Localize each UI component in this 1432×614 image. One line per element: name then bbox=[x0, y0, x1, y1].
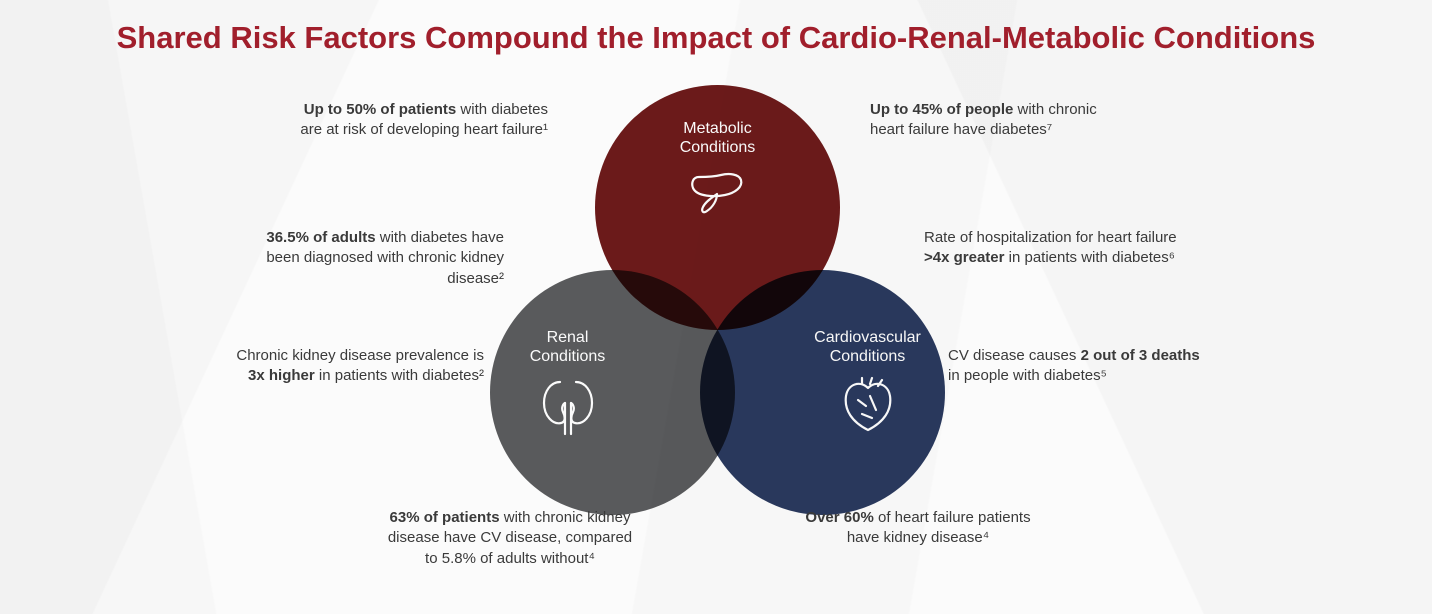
pancreas-icon bbox=[687, 167, 749, 217]
venn-label-cardio-l1: Cardiovascular bbox=[814, 329, 921, 346]
callout-bottom-left: 63% of patients with chronic kidney dise… bbox=[380, 508, 640, 569]
callout-mid-right: Rate of hospitalization for heart failur… bbox=[924, 228, 1184, 269]
callout-bottom-right: Over 60% of heart failure patients have … bbox=[788, 508, 1048, 549]
page-title: Shared Risk Factors Compound the Impact … bbox=[0, 20, 1432, 56]
venn-circle-cardio: Cardiovascular Conditions bbox=[700, 270, 945, 515]
callout-lr-rest: in people with diabetes⁵ bbox=[948, 367, 1107, 384]
venn-diagram: Metabolic Conditions Renal Conditions Ca… bbox=[490, 85, 945, 540]
callout-lr-bold: 2 out of 3 deaths bbox=[1081, 347, 1200, 364]
callout-tl-bold: Up to 50% of patients bbox=[304, 101, 457, 118]
venn-label-metabolic-l1: Metabolic bbox=[683, 120, 751, 137]
callout-tr-bold: Up to 45% of people bbox=[870, 101, 1013, 118]
venn-label-renal-l1: Renal bbox=[547, 329, 589, 346]
venn-label-renal: Renal Conditions bbox=[530, 328, 606, 366]
venn-label-metabolic-l2: Conditions bbox=[680, 139, 756, 156]
callout-ll-bold: 3x higher bbox=[248, 367, 315, 384]
venn-circle-renal: Renal Conditions bbox=[490, 270, 735, 515]
callout-low-right: CV disease causes 2 out of 3 deaths in p… bbox=[948, 346, 1208, 387]
callout-low-left: Chronic kidney disease prevalence is 3x … bbox=[224, 346, 484, 387]
callout-top-left: Up to 50% of patients with diabetes are … bbox=[288, 100, 548, 141]
heart-icon bbox=[840, 376, 896, 434]
callout-ml-bold: 36.5% of adults bbox=[266, 229, 375, 246]
venn-label-cardio-l2: Conditions bbox=[830, 348, 906, 365]
callout-top-right: Up to 45% of people with chronic heart f… bbox=[870, 100, 1130, 141]
callout-mr-bold: >4x greater bbox=[924, 249, 1004, 266]
callout-br-rest: of heart failure patients have kidney di… bbox=[847, 509, 1031, 546]
kidneys-icon bbox=[539, 376, 597, 438]
callout-mid-left: 36.5% of adults with diabetes have been … bbox=[244, 228, 504, 289]
callout-ll-rest: in patients with diabetes² bbox=[315, 367, 484, 384]
callout-mr-pre: Rate of hospitalization for heart failur… bbox=[924, 229, 1177, 246]
callout-lr-pre: CV disease causes bbox=[948, 347, 1081, 364]
callout-ll-pre: Chronic kidney disease prevalence is bbox=[236, 347, 484, 364]
venn-label-metabolic: Metabolic Conditions bbox=[680, 119, 756, 157]
callout-bl-bold: 63% of patients bbox=[390, 509, 500, 526]
callout-br-bold: Over 60% bbox=[805, 509, 873, 526]
callout-mr-rest: in patients with diabetes⁶ bbox=[1004, 249, 1174, 266]
venn-label-renal-l2: Conditions bbox=[530, 348, 606, 365]
venn-label-cardio: Cardiovascular Conditions bbox=[814, 328, 921, 366]
